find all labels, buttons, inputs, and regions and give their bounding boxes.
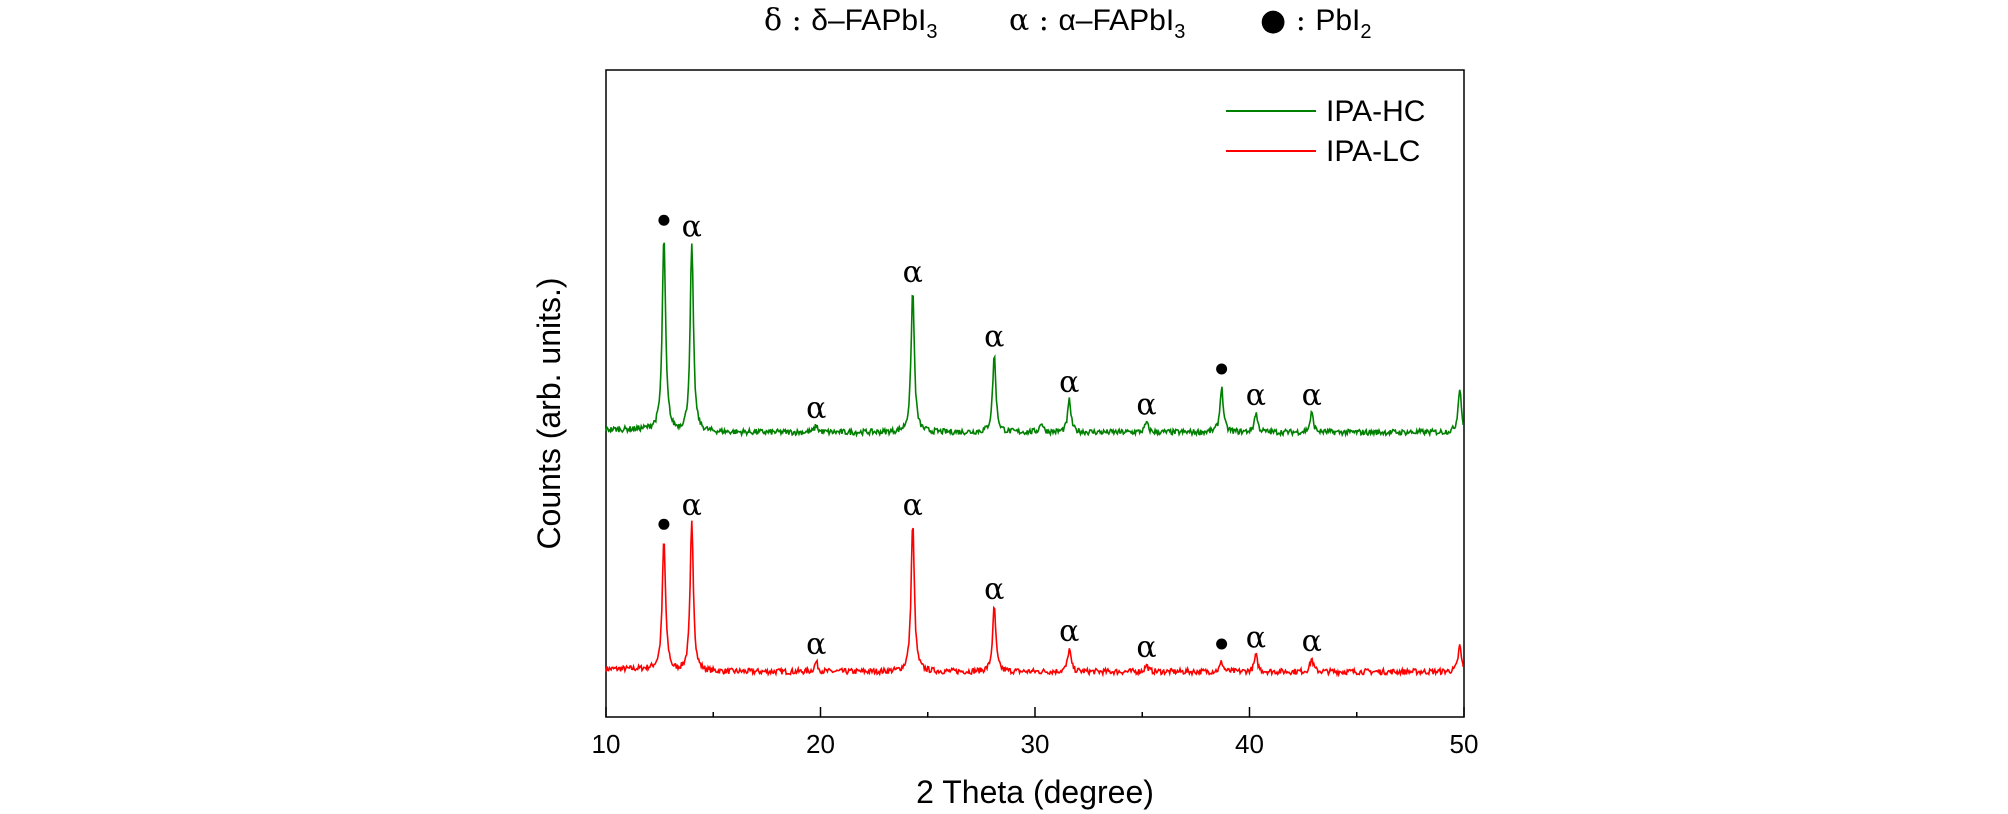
peak-label-alpha: α (806, 627, 826, 662)
peak-marker-pbi2 (1216, 638, 1228, 650)
peak-labels: α α α α α α α α α α α α α α α α (658, 210, 1322, 665)
peak-label-alpha: α (1246, 621, 1266, 656)
peak-label-alpha: α (1302, 378, 1322, 413)
x-tick-label: 30 (1021, 729, 1050, 759)
peak-label-alpha: α (984, 572, 1004, 607)
legend-label: IPA-LC (1326, 135, 1420, 168)
phase-key-entry: ● : PbI2 (1260, 3, 1372, 43)
x-tick-label: 10 (592, 729, 621, 759)
series-line-ipa-hc (605, 242, 1464, 438)
peak-label-alpha: α (1136, 388, 1156, 423)
peak-label-alpha: α (682, 488, 702, 523)
peak-label-alpha: α (1059, 365, 1079, 400)
peak-marker-pbi2 (658, 518, 670, 530)
legend-label: IPA-HC (1326, 95, 1425, 128)
legend: IPA-HC IPA-LC (1226, 95, 1425, 168)
phase-key-entry: δ : δ–FAPbI3 (764, 3, 937, 43)
peak-label-alpha: α (806, 391, 826, 426)
phase-key-entry: α : α–FAPbI3 (1009, 3, 1185, 43)
x-tick-label: 50 (1450, 729, 1479, 759)
peak-marker-pbi2 (658, 214, 670, 226)
peak-label-alpha: α (903, 255, 923, 290)
series-group (605, 242, 1464, 678)
peak-label-alpha: α (984, 320, 1004, 355)
peak-label-alpha: α (903, 488, 923, 523)
peak-label-alpha: α (1136, 630, 1156, 665)
phase-key: δ : δ–FAPbI3 α : α–FAPbI3 ● : PbI2 (764, 3, 1372, 43)
series-line-ipa-lc (605, 520, 1464, 678)
x-axis-label: 2 Theta (degree) (916, 774, 1154, 810)
x-tick-label: 40 (1235, 729, 1264, 759)
peak-marker-pbi2 (1216, 363, 1228, 375)
x-axis-ticks: 10 20 30 40 50 (592, 707, 1479, 759)
peak-label-alpha: α (1059, 614, 1079, 649)
peak-label-alpha: α (1302, 624, 1322, 659)
x-tick-label: 20 (806, 729, 835, 759)
y-axis-label: Counts (arb. units.) (531, 277, 567, 549)
peak-label-alpha: α (682, 210, 702, 245)
peak-label-alpha: α (1246, 378, 1266, 413)
